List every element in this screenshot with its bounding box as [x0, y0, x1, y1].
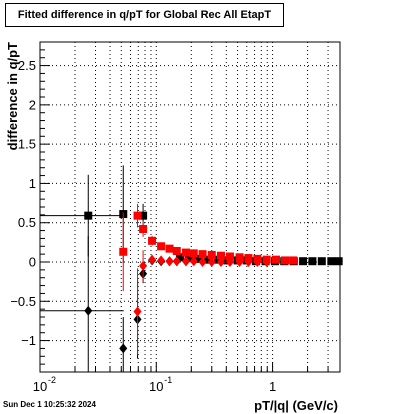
data-point [84, 305, 93, 316]
data-point [207, 250, 216, 259]
grid-lines [40, 42, 340, 372]
data-point [181, 248, 190, 257]
data-point [225, 257, 234, 267]
data-point [148, 236, 157, 245]
y-tick-label: 0.5 [18, 215, 36, 230]
data-point [133, 211, 142, 220]
data-point [327, 257, 336, 266]
data-point [165, 256, 174, 267]
y-tick-label: −1 [21, 333, 36, 348]
data-point [216, 257, 225, 267]
timestamp: Sun Dec 1 10:25:32 2024 [3, 400, 96, 409]
x-tick-label-exponent: -1 [164, 375, 172, 385]
data-point [204, 255, 213, 264]
y-axis-label: difference in q/pT [5, 42, 20, 150]
data-point [139, 260, 148, 271]
data-points [40, 165, 343, 372]
data-point [139, 225, 148, 233]
x-tick-label: 10 [33, 379, 47, 394]
data-point [148, 254, 157, 265]
data-point [281, 256, 290, 265]
data-point [262, 257, 271, 267]
data-point [216, 251, 225, 260]
y-tick-label: 2.5 [18, 58, 36, 73]
data-point [181, 256, 190, 267]
data-point [198, 257, 207, 267]
data-point [176, 253, 185, 262]
y-tick-label: 2 [29, 97, 36, 112]
x-axis-label: pT/|q| (GeV/c) [254, 398, 338, 413]
data-point [334, 257, 343, 266]
y-tick-label: 1.5 [18, 137, 36, 152]
data-point [157, 255, 166, 266]
data-point [225, 252, 234, 261]
data-point [189, 256, 198, 267]
data-point [189, 249, 198, 258]
y-tick-label: −0.5 [10, 294, 36, 309]
data-point [172, 256, 181, 267]
x-tick-label: 10 [149, 379, 163, 394]
data-point [165, 244, 174, 253]
plot-frame [39, 41, 341, 373]
data-point [119, 247, 128, 256]
data-point [308, 257, 317, 266]
x-tick-label: 1 [269, 379, 276, 394]
y-tick-label: 0 [29, 255, 36, 270]
y-tick-label: 1 [29, 176, 36, 191]
data-point [139, 211, 148, 220]
x-tick-label-exponent: -2 [48, 375, 56, 385]
data-point [119, 343, 128, 354]
data-point [184, 254, 193, 263]
data-point [235, 257, 244, 267]
data-point [289, 256, 298, 265]
axes: 10 -2 10 -1 1−1−0.500.511.522.5 [10, 41, 329, 394]
series-3 [133, 250, 271, 355]
data-point [198, 250, 207, 259]
data-point [207, 257, 216, 267]
series-2 [40, 236, 190, 372]
data-point [84, 211, 93, 220]
data-point [253, 257, 262, 267]
data-point [157, 242, 166, 251]
data-point [244, 257, 253, 267]
data-point [172, 247, 181, 255]
data-point [271, 255, 280, 264]
data-point [194, 254, 203, 263]
data-point [299, 257, 308, 266]
data-point [133, 306, 142, 317]
data-point [317, 257, 326, 266]
chart-title: Fitted difference in q/pT for Global Rec… [5, 3, 284, 27]
